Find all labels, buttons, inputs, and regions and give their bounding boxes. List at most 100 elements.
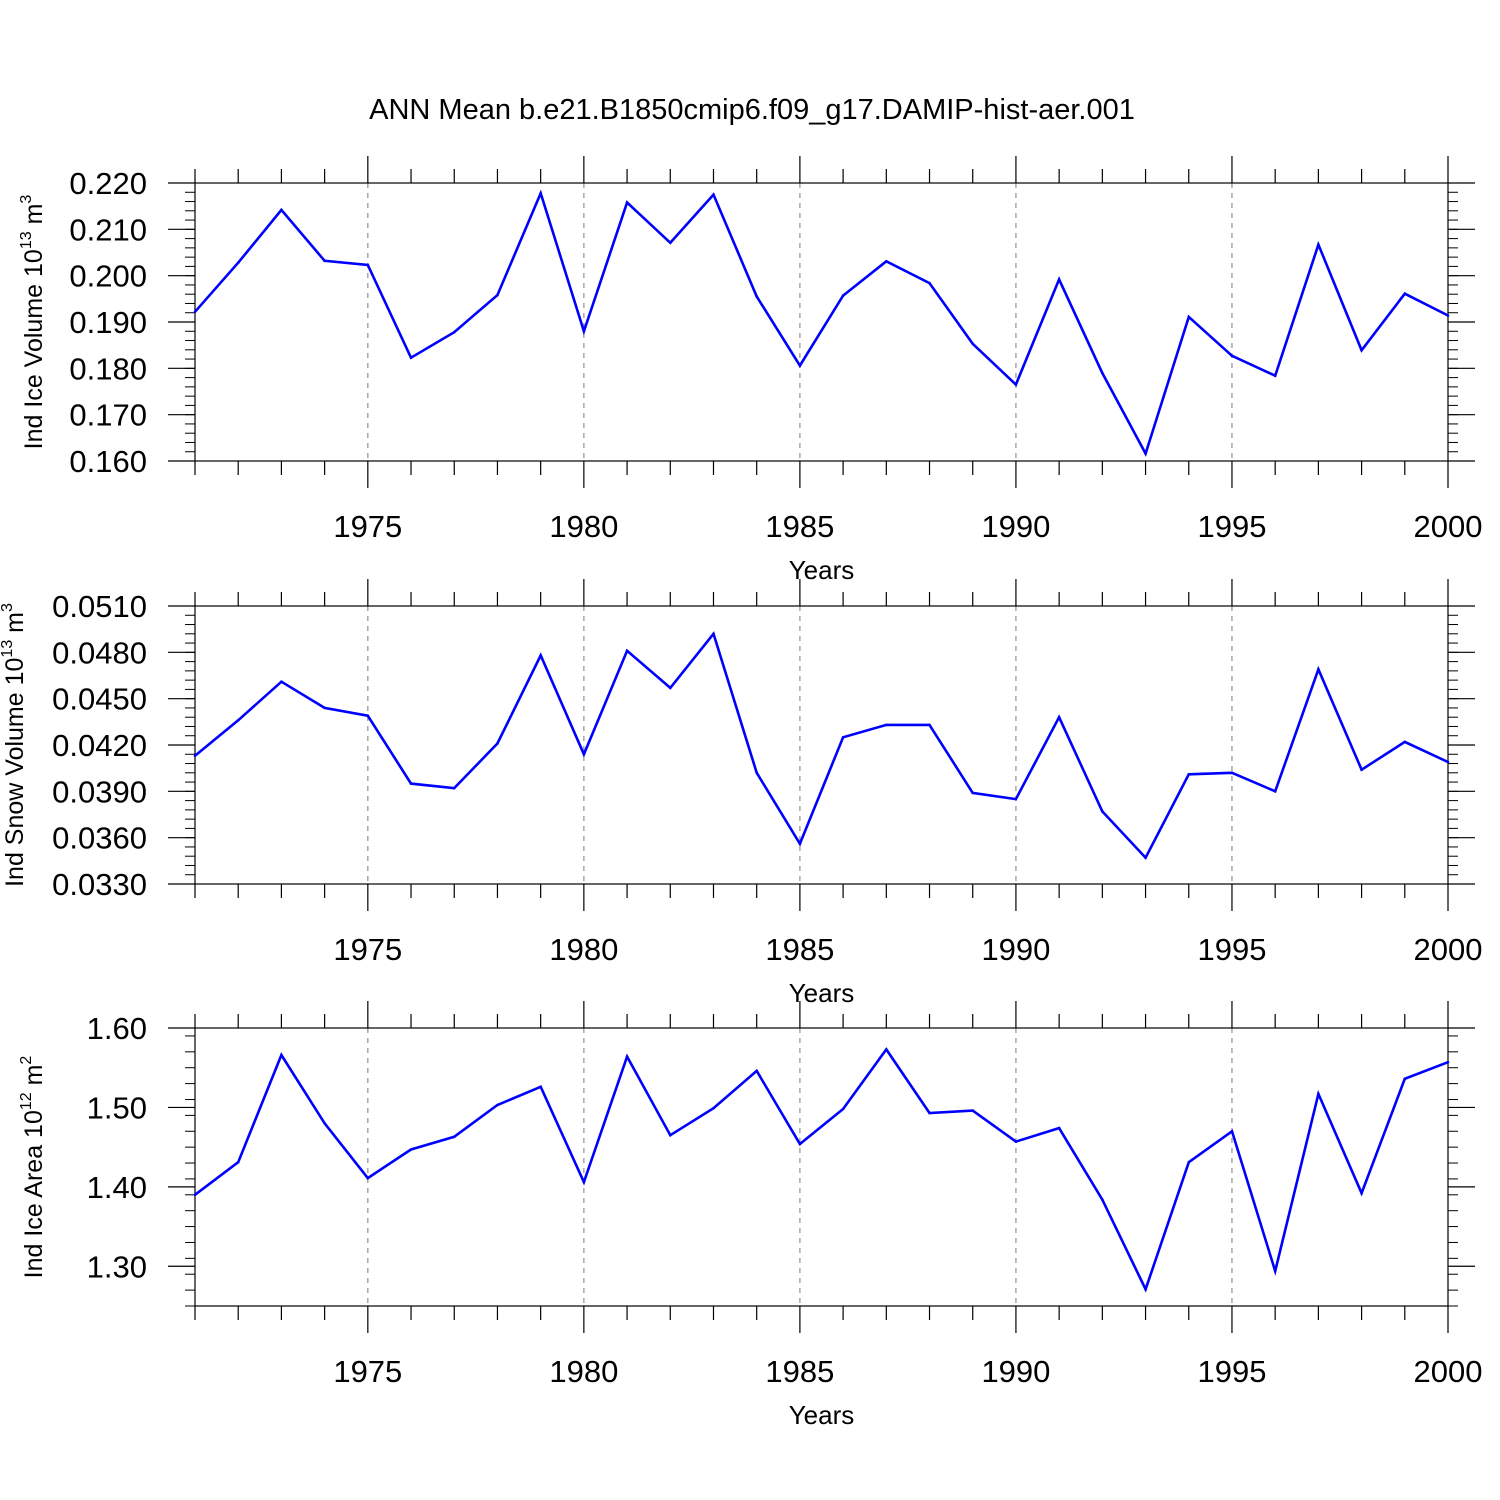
- data-point: [1057, 715, 1061, 719]
- data-point: [1101, 371, 1104, 375]
- y-axis-label-unit: m: [20, 204, 48, 232]
- data-point: [236, 718, 240, 722]
- y-axis-label: Ind Snow Volume 1013 m3: [0, 603, 29, 887]
- x-tick-label: 2000: [1414, 932, 1483, 967]
- data-point: [798, 842, 802, 846]
- data-point: [1014, 383, 1018, 386]
- data-point: [1187, 773, 1191, 776]
- y-axis-label-exponent: 13: [18, 231, 35, 249]
- data-point: [755, 1069, 758, 1073]
- y-axis-label: Ind Ice Area 1012 m2: [18, 1056, 48, 1279]
- y-axis-label-text: Ind Ice Volume 10: [20, 249, 48, 449]
- data-point: [1360, 768, 1363, 772]
- data-point: [841, 294, 845, 297]
- y-axis-label-unit: m: [20, 1065, 48, 1093]
- panel-1: 0.160 0.170 0.180 0.190 0.200 0.210 0.220 1975 1…: [18, 156, 1482, 585]
- data-point: [971, 342, 975, 346]
- x-tick-label: 1995: [1197, 509, 1266, 544]
- x-tick-label: 1985: [765, 1354, 834, 1389]
- x-tick-label: 1995: [1197, 1354, 1266, 1389]
- data-point: [928, 1111, 931, 1115]
- panel-2: 0.0330 0.0360 0.0390 0.0420 0.0450 0.0480 0.05…: [0, 579, 1482, 1008]
- data-point: [1230, 354, 1234, 358]
- y-tick-label: 0.0390: [52, 774, 147, 809]
- data-point: [496, 1103, 499, 1107]
- y-tick-label: 0.0360: [52, 821, 147, 856]
- x-tick-label: 1995: [1197, 932, 1266, 967]
- data-point: [1273, 1269, 1277, 1273]
- data-point: [539, 654, 542, 657]
- series-line: [194, 1047, 1449, 1293]
- data-point: [1403, 292, 1407, 296]
- data-point: [452, 330, 456, 334]
- data-point: [798, 1142, 802, 1146]
- plot-frame: [194, 605, 1449, 885]
- y-axis-label-exponent: 13: [0, 640, 16, 658]
- data-point: [1446, 314, 1450, 317]
- x-tick-label: 1985: [765, 509, 834, 544]
- x-tick-label: 1990: [981, 932, 1050, 967]
- y-tick-label: 0.0480: [52, 635, 147, 670]
- data-point: [971, 791, 975, 795]
- y-tick-label: 1.40: [87, 1170, 147, 1205]
- data-point: [366, 1176, 370, 1180]
- x-tick-label: 1980: [549, 1354, 618, 1389]
- y-tick-label: 0.170: [69, 398, 147, 433]
- y-tick-label: 0.200: [69, 259, 147, 294]
- data-point: [1144, 856, 1147, 860]
- data-point: [409, 782, 413, 785]
- data-point: [625, 1055, 629, 1058]
- y-axis-label-text: Ind Snow Volume 10: [1, 658, 29, 887]
- data-point: [1273, 790, 1277, 793]
- x-tick-label: 1975: [333, 1354, 402, 1389]
- data-point: [539, 1085, 542, 1089]
- data-point: [1446, 1060, 1450, 1064]
- series-line: [194, 189, 1449, 457]
- data-point: [712, 193, 715, 196]
- y-tick-label: 1.60: [87, 1011, 147, 1046]
- y-tick-label: 0.220: [69, 166, 147, 201]
- data-point: [1014, 1140, 1018, 1143]
- data-point: [1057, 1126, 1061, 1130]
- x-tick-label: 2000: [1414, 509, 1483, 544]
- y-axis-label-exponent: 12: [18, 1092, 35, 1110]
- data-point: [1360, 1191, 1363, 1195]
- data-point: [1273, 374, 1277, 378]
- data-point: [668, 686, 672, 690]
- data-point: [1403, 740, 1407, 744]
- y-tick-label: 0.160: [69, 444, 147, 479]
- chart-title: ANN Mean b.e21.B1850cmip6.f09_g17.DAMIP-…: [369, 94, 1135, 126]
- y-tick-label: 0.0510: [52, 589, 147, 624]
- data-point: [755, 771, 758, 775]
- y-tick-label: 0.0420: [52, 728, 147, 763]
- data-point: [1101, 1198, 1104, 1201]
- y-tick-label: 1.50: [87, 1090, 147, 1125]
- data-point: [236, 261, 240, 264]
- data-point: [1187, 1160, 1191, 1164]
- y-tick-label: 0.190: [69, 305, 147, 340]
- data-point: [452, 1135, 456, 1139]
- x-tick-label: 1985: [765, 932, 834, 967]
- data-point: [712, 1106, 715, 1110]
- y-tick-label: 0.210: [69, 212, 147, 247]
- data-point: [1360, 348, 1363, 352]
- y-tick-label: 1.30: [87, 1249, 147, 1284]
- data-point: [582, 329, 586, 333]
- x-tick-label: 1980: [549, 932, 618, 967]
- data-point: [971, 1109, 975, 1112]
- data-point: [841, 735, 845, 739]
- data-point: [885, 1048, 888, 1051]
- data-point: [582, 752, 586, 756]
- panel-3: 1.30 1.40 1.50 1.60 1975 1980 1985 1990 1995 2000…: [18, 1001, 1482, 1430]
- data-point: [1446, 760, 1450, 764]
- y-tick-label: 0.0330: [52, 867, 147, 902]
- data-point: [625, 201, 629, 204]
- data-point: [1403, 1077, 1407, 1081]
- x-axis-label: Years: [789, 978, 855, 1008]
- series-line: [194, 631, 1449, 860]
- x-tick-label: 1990: [981, 509, 1050, 544]
- x-tick-label: 1975: [333, 509, 402, 544]
- data-point: [755, 295, 758, 298]
- data-point: [928, 281, 931, 285]
